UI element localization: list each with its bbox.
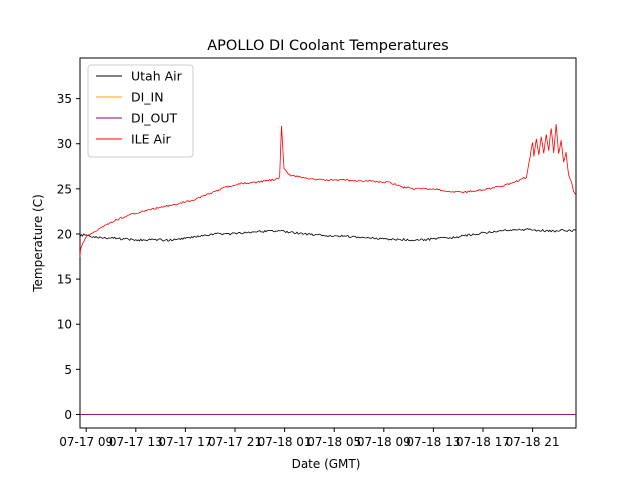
y-tick-label: 10 xyxy=(57,318,72,332)
x-tick-label: 07-18 01 xyxy=(258,435,312,449)
legend-box xyxy=(87,64,194,158)
y-tick-label: 25 xyxy=(57,182,72,196)
series-line-ile-air xyxy=(79,124,577,258)
series-line-utah-air xyxy=(79,228,577,242)
legend: Utah Air DI_IN DI_OUT ILE Air xyxy=(87,64,194,158)
x-tick-label: 07-18 17 xyxy=(456,435,510,449)
y-axis-ticks: 0 5 10 15 20 25 30 35 xyxy=(57,92,80,422)
x-tick-label: 07-18 21 xyxy=(506,435,560,449)
y-tick-label: 15 xyxy=(57,273,72,287)
legend-label: Utah Air xyxy=(131,69,183,84)
y-tick-label: 0 xyxy=(64,408,72,422)
x-tick-label: 07-17 21 xyxy=(208,435,262,449)
y-tick-label: 35 xyxy=(57,92,72,106)
x-axis-label: Date (GMT) xyxy=(292,457,361,471)
chart-title: APOLLO DI Coolant Temperatures xyxy=(207,38,448,54)
y-axis-label: Temperature (C) xyxy=(31,194,45,293)
x-tick-label: 07-18 05 xyxy=(307,435,361,449)
y-tick-label: 30 xyxy=(57,137,72,151)
y-tick-label: 20 xyxy=(57,227,72,241)
x-tick-label: 07-17 17 xyxy=(158,435,212,449)
x-tick-label: 07-17 09 xyxy=(59,435,113,449)
plot-area-border xyxy=(79,57,577,429)
legend-label: ILE Air xyxy=(131,132,172,147)
x-tick-label: 07-18 13 xyxy=(406,435,460,449)
x-tick-label: 07-17 13 xyxy=(109,435,163,449)
x-tick-label: 07-18 09 xyxy=(357,435,411,449)
y-tick-label: 5 xyxy=(64,363,72,377)
legend-label: DI_IN xyxy=(131,90,164,105)
axes-frame xyxy=(79,57,577,429)
series-layer xyxy=(79,124,577,415)
legend-label: DI_OUT xyxy=(131,111,178,126)
